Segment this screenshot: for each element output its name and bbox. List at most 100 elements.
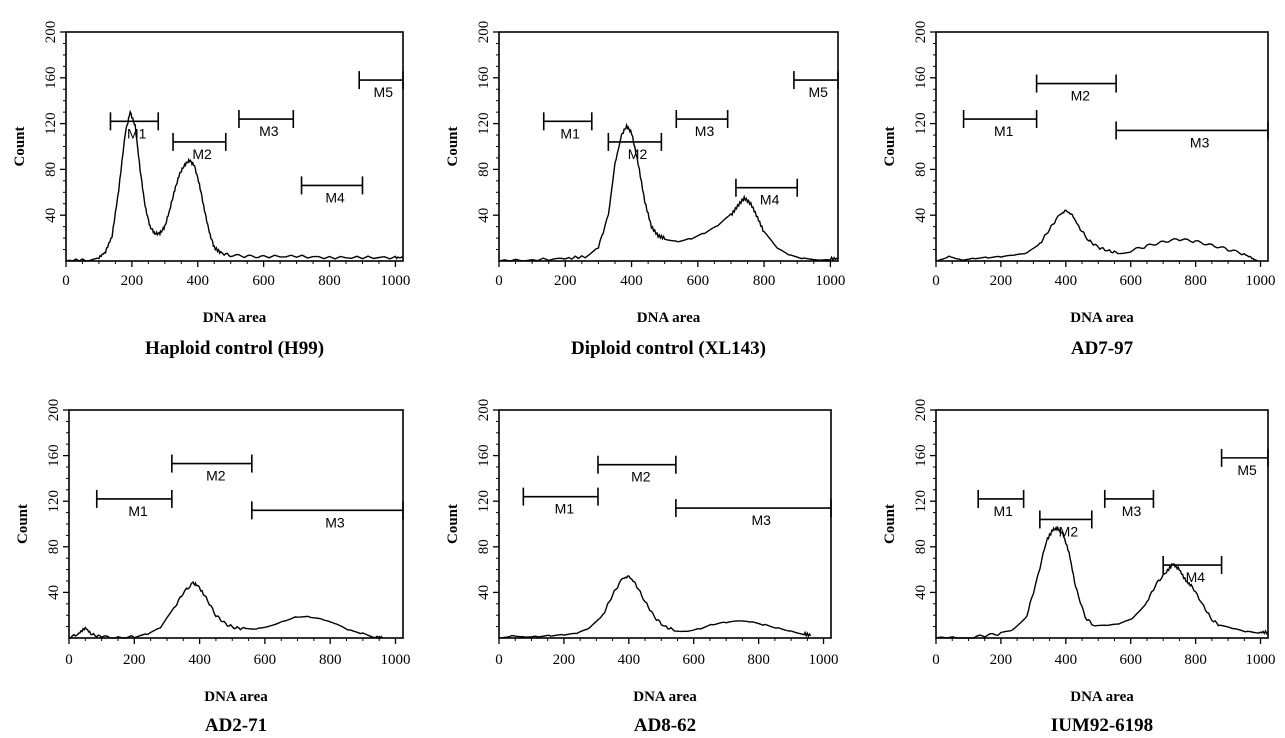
x-tick-label: 0 xyxy=(932,652,940,668)
marker-label: M2 xyxy=(206,468,226,484)
marker-label: M2 xyxy=(631,469,651,485)
y-tick-label: 160 xyxy=(46,444,62,467)
y-tick-label: 200 xyxy=(913,399,929,422)
panel-title: Diploid control (XL143) xyxy=(571,338,766,359)
x-tick-label: 200 xyxy=(990,652,1013,668)
marker-m4: M4 xyxy=(300,176,364,205)
x-tick-label: 200 xyxy=(554,273,577,289)
x-tick-label: 600 xyxy=(252,273,275,289)
marker-m2: M2 xyxy=(1039,510,1093,539)
marker-m1: M1 xyxy=(962,110,1038,139)
panel-title: AD2-71 xyxy=(205,715,267,736)
marker-label: M3 xyxy=(1190,134,1210,150)
y-tick-label: 40 xyxy=(913,208,929,223)
marker-label: M3 xyxy=(1122,503,1142,519)
marker-m1: M1 xyxy=(977,489,1025,519)
y-tick-label: 80 xyxy=(43,162,59,177)
marker-label: M5 xyxy=(808,84,828,100)
histogram-line xyxy=(498,122,839,262)
y-tick-label: 120 xyxy=(476,490,492,513)
marker-label: M2 xyxy=(1071,88,1091,104)
x-tick-label: 600 xyxy=(1119,273,1142,289)
x-tick-label: 400 xyxy=(187,273,210,289)
y-tick-label: 120 xyxy=(913,490,929,513)
y-axis-label: Count xyxy=(882,126,898,166)
y-axis-label: Count xyxy=(445,504,461,544)
histogram-line xyxy=(69,580,383,640)
y-tick-label: 200 xyxy=(476,21,492,44)
y-tick-label: 40 xyxy=(46,585,62,600)
marker-m3: M3 xyxy=(1103,489,1155,519)
y-tick-label: 40 xyxy=(476,585,492,600)
marker-label: M2 xyxy=(192,146,212,162)
plot-frame xyxy=(935,409,1269,639)
x-tick-label: 600 xyxy=(254,652,277,668)
marker-m5: M5 xyxy=(793,71,839,100)
marker-m4: M4 xyxy=(735,178,799,208)
marker-m3: M3 xyxy=(1115,121,1269,150)
marker-m3: M3 xyxy=(251,501,404,530)
y-axis-label: Count xyxy=(12,126,28,166)
x-tick-label: 800 xyxy=(319,652,342,668)
x-tick-label: 1000 xyxy=(815,273,845,289)
x-tick-label: 600 xyxy=(1119,652,1142,668)
marker-m2: M2 xyxy=(172,132,227,162)
x-tick-label: 800 xyxy=(747,652,770,668)
x-tick-label: 0 xyxy=(932,273,940,289)
marker-m1: M1 xyxy=(542,112,593,141)
y-axis-label: Count xyxy=(15,504,31,544)
marker-label: M1 xyxy=(555,501,575,517)
y-tick-label: 80 xyxy=(46,539,62,554)
marker-m2: M2 xyxy=(597,455,677,485)
x-tick-label: 800 xyxy=(318,273,341,289)
marker-m2: M2 xyxy=(607,132,663,162)
marker-m3: M3 xyxy=(238,110,295,139)
plot-frame xyxy=(498,409,832,639)
y-tick-label: 160 xyxy=(913,444,929,467)
marker-m5: M5 xyxy=(1220,448,1269,478)
y-tick-label: 40 xyxy=(476,208,492,223)
marker-label: M4 xyxy=(325,189,345,205)
x-tick-label: 800 xyxy=(1184,273,1207,289)
x-tick-label: 1000 xyxy=(1246,652,1276,668)
marker-label: M1 xyxy=(993,503,1013,519)
y-tick-label: 160 xyxy=(476,67,492,90)
y-tick-label: 160 xyxy=(43,67,59,90)
y-axis-label: Count xyxy=(882,504,898,544)
y-tick-label: 80 xyxy=(476,539,492,554)
plot-frame xyxy=(68,409,404,639)
marker-m2: M2 xyxy=(1035,74,1117,104)
x-tick-label: 400 xyxy=(1055,652,1078,668)
x-tick-label: 200 xyxy=(121,273,144,289)
y-tick-label: 160 xyxy=(476,444,492,467)
x-tick-label: 1000 xyxy=(1246,273,1276,289)
x-axis-label: DNA area xyxy=(633,689,697,705)
y-tick-label: 40 xyxy=(43,208,59,223)
marker-m5: M5 xyxy=(358,71,404,100)
marker-label: M5 xyxy=(374,84,394,100)
panel-title: Haploid control (H99) xyxy=(145,338,324,359)
y-tick-label: 120 xyxy=(43,112,59,135)
x-axis-label: DNA area xyxy=(637,310,701,326)
marker-label: M4 xyxy=(760,192,780,208)
x-tick-label: 400 xyxy=(188,652,211,668)
y-tick-label: 200 xyxy=(43,21,59,44)
marker-label: M3 xyxy=(751,512,771,528)
x-axis-label: DNA area xyxy=(203,310,267,326)
panel-title: AD8-62 xyxy=(634,715,696,736)
plot-frame xyxy=(498,31,839,262)
x-axis-label: DNA area xyxy=(204,689,268,705)
plot-frame xyxy=(935,31,1269,262)
marker-label: M2 xyxy=(1059,523,1079,539)
y-tick-label: 120 xyxy=(913,112,929,135)
panel-6: 0 200 400 600 800 1000 40 80 120 160 200 Count DNA a… xyxy=(882,399,1276,736)
panel-1: 0 200 400 600 800 1000 40 80 120 160 200 Count DNA a… xyxy=(12,21,410,359)
panel-4: 0 200 400 600 800 1000 40 80 120 160 200 Count DNA a… xyxy=(15,399,410,736)
marker-m1: M1 xyxy=(109,112,160,141)
x-axis-label: DNA area xyxy=(1070,310,1134,326)
x-tick-label: 200 xyxy=(123,652,146,668)
marker-m1: M1 xyxy=(95,489,173,519)
y-tick-label: 40 xyxy=(913,585,929,600)
marker-m3: M3 xyxy=(675,499,832,528)
